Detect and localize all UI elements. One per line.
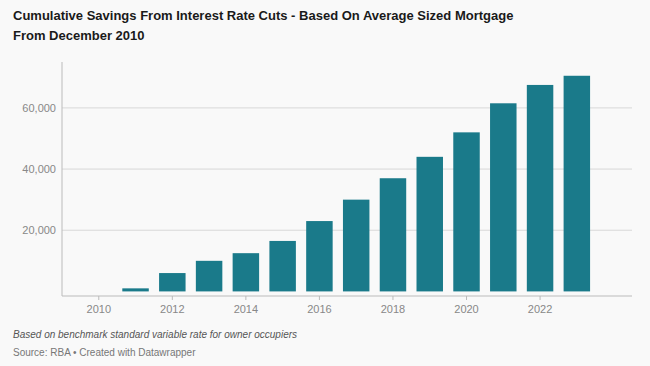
footnote: Based on benchmark standard variable rat… <box>13 329 297 340</box>
bar <box>196 261 222 292</box>
bar <box>343 200 369 292</box>
bar <box>453 132 479 291</box>
x-tick-label: 2014 <box>234 303 258 315</box>
x-tick-label: 2012 <box>160 303 184 315</box>
footnote: Source: RBA • Created with Datawrapper <box>13 347 196 358</box>
x-tick <box>319 296 320 300</box>
bar <box>380 178 406 291</box>
bar <box>269 241 295 291</box>
bar <box>527 85 553 291</box>
bars <box>122 76 590 292</box>
x-tick <box>392 296 393 300</box>
bar <box>122 288 148 291</box>
bar <box>417 157 443 292</box>
bar <box>564 76 590 292</box>
chart-container: Cumulative Savings From Interest Rate Cu… <box>0 0 650 366</box>
x-tick-label: 2020 <box>454 303 478 315</box>
subtitle: From December 2010 <box>13 28 145 43</box>
y-tick-label: 40,000 <box>22 163 56 175</box>
y-axis-line <box>62 62 63 296</box>
x-tick <box>245 296 246 300</box>
x-tick-label: 2016 <box>307 303 331 315</box>
x-tick <box>540 296 541 300</box>
x-tick-label: 2010 <box>87 303 111 315</box>
chart-svg: Cumulative Savings From Interest Rate Cu… <box>0 0 650 366</box>
y-tick-label: 20,000 <box>22 224 56 236</box>
x-tick <box>172 296 173 300</box>
x-tick <box>98 296 99 300</box>
title: Cumulative Savings From Interest Rate Cu… <box>13 8 513 23</box>
x-axis-line <box>62 296 632 297</box>
bar <box>306 221 332 291</box>
y-tick-label: 60,000 <box>22 102 56 114</box>
bar <box>233 253 259 291</box>
x-tick-label: 2018 <box>381 303 405 315</box>
bar <box>159 273 185 291</box>
background <box>0 0 650 366</box>
x-tick-label: 2022 <box>528 303 552 315</box>
x-tick <box>466 296 467 300</box>
bar <box>490 103 516 291</box>
bar <box>86 291 112 292</box>
